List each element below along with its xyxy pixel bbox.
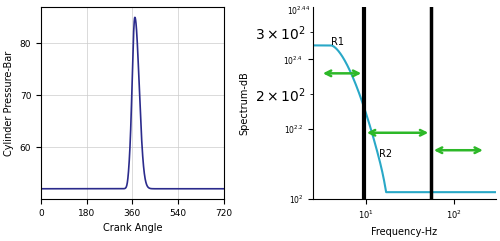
Y-axis label: Spectrum-dB: Spectrum-dB: [239, 71, 249, 135]
X-axis label: Frequency-Hz: Frequency-Hz: [372, 227, 438, 237]
Y-axis label: Cylinder Pressure-Bar: Cylinder Pressure-Bar: [4, 50, 14, 156]
Text: $10^{2.44}$: $10^{2.44}$: [287, 4, 310, 17]
Text: R2: R2: [379, 149, 392, 159]
Text: R1: R1: [331, 37, 344, 47]
X-axis label: Crank Angle: Crank Angle: [102, 223, 162, 234]
